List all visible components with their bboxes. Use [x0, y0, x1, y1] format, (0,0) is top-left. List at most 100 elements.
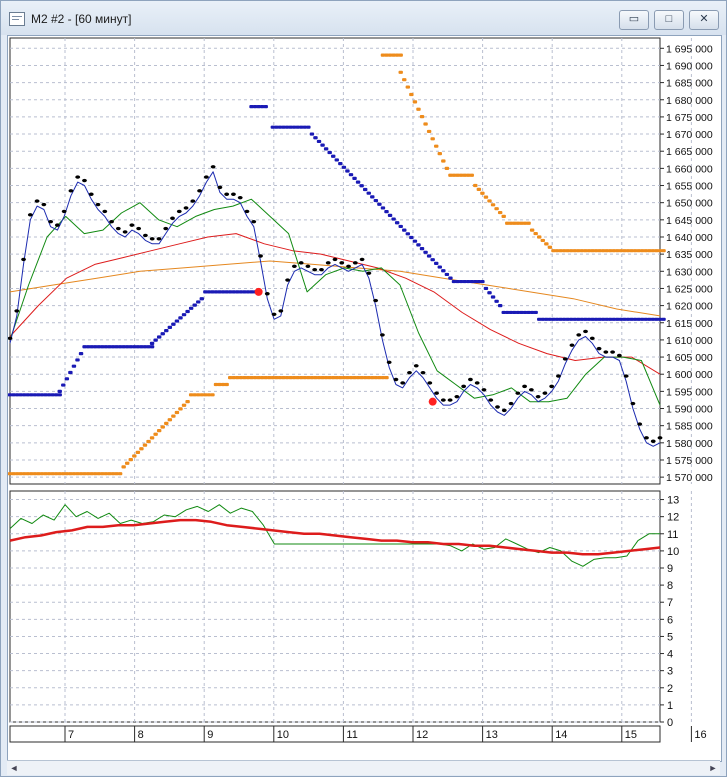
price-close-dot: [447, 398, 453, 402]
psar-orange-dot: [405, 85, 411, 89]
price-close-dot: [203, 175, 209, 179]
price-tick-label: 1 580 000: [666, 438, 713, 450]
psar-orange-dot: [341, 376, 347, 380]
psar-orange-dot: [416, 107, 421, 111]
price-close-dot: [610, 350, 616, 354]
psar-orange-dot: [213, 382, 219, 387]
psar-orange-dot: [206, 393, 212, 397]
psar-orange-dot: [100, 472, 105, 476]
price-close-dot: [393, 377, 399, 382]
price-close-dot: [501, 408, 507, 413]
psar-blue-dot: [231, 290, 236, 294]
psar-orange-dot: [181, 403, 187, 407]
psar-orange-dot: [593, 249, 599, 253]
psar-blue-dot: [544, 317, 549, 321]
psar-blue-dot: [156, 335, 162, 339]
psar-blue-dot: [561, 317, 567, 321]
psar-orange-dot: [149, 436, 155, 440]
psar-blue-dot: [57, 389, 62, 393]
psar-orange-dot: [192, 393, 197, 397]
psar-orange-dot: [338, 376, 343, 380]
psar-orange-dot: [281, 376, 286, 380]
psar-blue-dot: [213, 290, 219, 294]
maximize-button[interactable]: □: [654, 10, 684, 30]
psar-blue-dot: [100, 345, 105, 349]
price-close-dot: [271, 312, 277, 317]
psar-blue-dot: [611, 317, 617, 321]
psar-orange-dot: [448, 173, 453, 177]
price-tick-label: 1 630 000: [666, 266, 713, 278]
psar-orange-dot: [117, 472, 123, 476]
psar-blue-dot: [458, 279, 464, 284]
psar-orange-dot: [313, 376, 318, 380]
indicator-tick-label: 6: [667, 614, 673, 626]
psar-orange-dot: [256, 376, 261, 380]
price-tick-label: 1 650 000: [666, 198, 713, 210]
psar-blue-dot: [68, 370, 73, 375]
psar-orange-dot: [249, 376, 254, 380]
psar-blue-dot: [203, 290, 208, 294]
price-close-dot: [224, 192, 230, 196]
psar-orange-dot: [551, 249, 556, 253]
psar-blue-dot: [636, 317, 641, 321]
price-close-dot: [237, 195, 243, 200]
psar-blue-dot: [394, 221, 400, 225]
price-tick-label: 1 620 000: [666, 301, 713, 313]
psar-blue-dot: [540, 317, 545, 321]
psar-blue-dot: [558, 317, 563, 321]
psar-orange-dot: [160, 425, 165, 429]
psar-blue-dot: [640, 317, 645, 321]
horizontal-scrollbar[interactable]: ◄ ►: [7, 760, 720, 775]
psar-orange-dot: [377, 376, 382, 380]
price-tick-label: 1 575 000: [666, 455, 713, 467]
psar-orange-dot: [412, 100, 418, 104]
price-tick-label: 1 640 000: [666, 232, 713, 244]
price-close-dot: [434, 391, 439, 395]
psar-orange-dot: [419, 115, 425, 119]
price-close-dot: [556, 374, 561, 378]
psar-orange-dot: [132, 454, 137, 458]
psar-blue-dot: [434, 261, 439, 265]
scroll-left-arrow[interactable]: ◄: [9, 763, 19, 773]
psar-blue-dot: [348, 173, 354, 177]
psar-blue-dot: [345, 169, 350, 173]
title-bar[interactable]: M2 #2 - [60 минут] ▭ □ ✕: [1, 1, 726, 35]
psar-blue-dot: [259, 105, 265, 109]
psar-orange-dot: [572, 249, 577, 253]
psar-blue-dot: [274, 125, 279, 129]
psar-orange-dot: [203, 393, 208, 397]
psar-blue-dot: [171, 322, 176, 326]
close-button[interactable]: ✕: [689, 10, 719, 30]
psar-blue-dot: [497, 304, 503, 308]
price-close-dot: [576, 333, 582, 337]
psar-orange-dot: [533, 231, 538, 236]
psar-blue-dot: [82, 345, 87, 349]
psar-orange-dot: [61, 472, 66, 476]
indicator-tick-label: 11: [667, 529, 678, 541]
psar-orange-dot: [394, 53, 400, 57]
indicator-panel[interactable]: [9, 490, 661, 723]
minimize-button[interactable]: ▭: [619, 10, 649, 30]
psar-blue-dot: [618, 317, 624, 321]
price-tick-label: 1 665 000: [666, 146, 713, 158]
psar-blue-dot: [597, 317, 602, 321]
psar-blue-dot: [149, 345, 155, 349]
price-close-dot: [468, 377, 473, 382]
price-close-dot: [379, 333, 385, 337]
psar-blue-dot: [249, 290, 254, 294]
chart-area[interactable]: 1 570 000 1 575 000 1 580 000 1 585 000 1 59…: [7, 35, 722, 762]
price-close-dot: [122, 230, 128, 234]
psar-blue-dot: [554, 317, 560, 321]
psar-orange-dot: [57, 472, 62, 476]
scroll-right-arrow[interactable]: ►: [708, 763, 718, 773]
time-label: 11: [346, 729, 357, 741]
psar-orange-dot: [171, 414, 176, 418]
psar-blue-dot: [430, 258, 435, 262]
psar-blue-dot: [18, 393, 23, 397]
indicator-tick-label: 8: [667, 580, 673, 592]
price-line: [9, 171, 661, 447]
psar-blue-dot: [405, 232, 411, 236]
time-axis-frame: [9, 725, 661, 743]
